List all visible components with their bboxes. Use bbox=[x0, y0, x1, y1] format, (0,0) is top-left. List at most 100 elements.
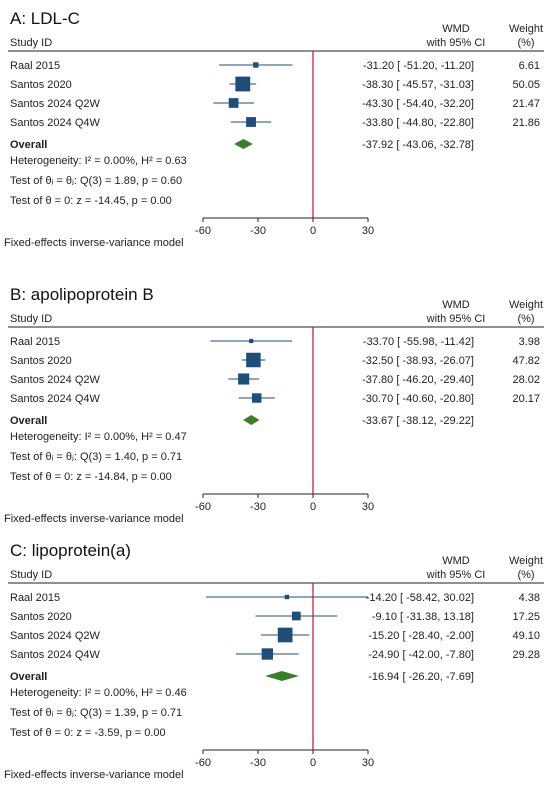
test-theta-text: Test of θ = 0: z = -14.84, p = 0.00 bbox=[10, 471, 172, 483]
overall-diamond bbox=[264, 671, 299, 681]
heterogeneity-text: Heterogeneity: I² = 0.00%, H² = 0.47 bbox=[10, 431, 187, 443]
study-ci-text: -9.10 [ -31.38, 13.18] bbox=[372, 611, 474, 623]
study-ci-text: -43.30 [ -54.40, -32.20] bbox=[362, 98, 474, 110]
study-label: Santos 2024 Q4W bbox=[10, 117, 101, 129]
panel-b-header-weight-unit: (%) bbox=[517, 313, 534, 325]
study-weight: 4.38 bbox=[519, 592, 540, 604]
study-label: Santos 2024 Q2W bbox=[10, 98, 101, 110]
study-ci-text: -15.20 [ -28.40, -2.00] bbox=[368, 630, 474, 642]
test-theta-i-text: Test of θᵢ = θⱼ: Q(3) = 1.89, p = 0.60 bbox=[10, 175, 182, 187]
test-theta-text: Test of θ = 0: z = -3.59, p = 0.00 bbox=[10, 727, 166, 739]
study-label: Santos 2024 Q4W bbox=[10, 393, 101, 405]
panel-c-header-ci: with 95% CI bbox=[426, 569, 486, 581]
study-point-marker bbox=[253, 62, 259, 68]
study-ci-text: -30.70 [ -40.60, -20.80] bbox=[362, 393, 474, 405]
study-ci-text: -31.20 [ -51.20, -11.20] bbox=[363, 60, 474, 72]
study-point-marker bbox=[284, 594, 290, 600]
overall-diamond bbox=[243, 415, 260, 425]
model-note: Fixed-effects inverse-variance model bbox=[4, 237, 184, 249]
study-point-marker bbox=[252, 393, 262, 403]
study-label: Raal 2015 bbox=[10, 592, 60, 604]
study-weight: 29.28 bbox=[512, 649, 540, 661]
x-tick-label: -60 bbox=[195, 501, 211, 513]
model-note: Fixed-effects inverse-variance model bbox=[4, 513, 184, 525]
study-point-marker bbox=[228, 98, 239, 108]
x-tick-label: -60 bbox=[195, 757, 211, 769]
panel-b-header-weight: Weight bbox=[509, 299, 543, 311]
study-point-marker bbox=[261, 648, 274, 660]
x-tick-label: 30 bbox=[362, 757, 374, 769]
study-point-marker bbox=[249, 338, 254, 344]
study-label: Santos 2020 bbox=[10, 355, 72, 367]
panel-a-header-weight: Weight bbox=[509, 23, 543, 35]
study-weight: 47.82 bbox=[512, 355, 540, 367]
study-label: Raal 2015 bbox=[10, 60, 60, 72]
x-tick-label: 0 bbox=[310, 757, 316, 769]
panel-c-header-wmd: WMD bbox=[442, 555, 470, 567]
study-weight: 20.17 bbox=[512, 393, 540, 405]
study-ci-text: -14.20 [ -58.42, 30.02] bbox=[366, 592, 474, 604]
x-tick-label: 30 bbox=[362, 501, 374, 513]
test-theta-text: Test of θ = 0: z = -14.45, p = 0.00 bbox=[10, 195, 172, 207]
study-ci-text: -37.80 [ -46.20, -29.40] bbox=[362, 374, 474, 386]
overall-ci-text: -33.67 [ -38.12, -29.22] bbox=[362, 415, 474, 427]
test-theta-i-text: Test of θᵢ = θⱼ: Q(3) = 1.39, p = 0.71 bbox=[10, 707, 182, 719]
heterogeneity-text: Heterogeneity: I² = 0.00%, H² = 0.63 bbox=[10, 155, 187, 167]
study-weight: 3.98 bbox=[519, 336, 540, 348]
study-ci-text: -33.70 [ -55.98, -11.42] bbox=[363, 336, 474, 348]
overall-label: Overall bbox=[10, 671, 47, 683]
study-weight: 28.02 bbox=[512, 374, 540, 386]
overall-label: Overall bbox=[10, 139, 47, 151]
panel-b-header-ci: with 95% CI bbox=[426, 313, 486, 325]
overall-label: Overall bbox=[10, 415, 47, 427]
study-label: Raal 2015 bbox=[10, 336, 60, 348]
overall-diamond bbox=[234, 139, 253, 149]
heterogeneity-text: Heterogeneity: I² = 0.00%, H² = 0.46 bbox=[10, 687, 187, 699]
study-weight: 21.86 bbox=[512, 117, 540, 129]
test-theta-i-text: Test of θᵢ = θⱼ: Q(3) = 1.40, p = 0.71 bbox=[10, 451, 182, 463]
study-ci-text: -24.90 [ -42.00, -7.80] bbox=[368, 649, 474, 661]
study-label: Santos 2024 Q2W bbox=[10, 630, 101, 642]
x-tick-label: 30 bbox=[362, 225, 374, 237]
overall-ci-text: -37.92 [ -43.06, -32.78] bbox=[362, 139, 474, 151]
study-weight: 50.05 bbox=[512, 79, 540, 91]
study-point-marker bbox=[238, 373, 250, 385]
study-label: Santos 2024 Q4W bbox=[10, 649, 101, 661]
study-weight: 17.25 bbox=[512, 611, 540, 623]
study-ci-text: -33.80 [ -44.80, -22.80] bbox=[362, 117, 474, 129]
x-tick-label: 0 bbox=[310, 501, 316, 513]
panel-a-title: A: LDL-C bbox=[10, 9, 80, 28]
panel-b-title: B: apolipoprotein B bbox=[10, 285, 154, 304]
study-point-marker bbox=[277, 627, 293, 643]
model-note: Fixed-effects inverse-variance model bbox=[4, 769, 184, 781]
panel-b-header-study: Study ID bbox=[10, 313, 52, 325]
study-label: Santos 2020 bbox=[10, 79, 72, 91]
panel-c-header-study: Study ID bbox=[10, 569, 52, 581]
study-ci-text: -32.50 [ -38.93, -26.07] bbox=[362, 355, 474, 367]
study-ci-text: -38.30 [ -45.57, -31.03] bbox=[362, 79, 474, 91]
x-tick-label: -30 bbox=[250, 501, 266, 513]
panel-c-title: C: lipoprotein(a) bbox=[10, 541, 131, 560]
study-weight: 49.10 bbox=[512, 630, 540, 642]
study-label: Santos 2024 Q2W bbox=[10, 374, 101, 386]
study-point-marker bbox=[235, 76, 251, 92]
panel-a-header-wmd: WMD bbox=[442, 23, 470, 35]
overall-ci-text: -16.94 [ -26.20, -7.69] bbox=[368, 671, 474, 683]
study-point-marker bbox=[291, 611, 301, 621]
study-point-marker bbox=[246, 352, 261, 368]
panel-c-header-weight: Weight bbox=[509, 555, 543, 567]
study-point-marker bbox=[246, 117, 256, 127]
x-tick-label: -30 bbox=[250, 225, 266, 237]
study-weight: 6.61 bbox=[519, 60, 540, 72]
panel-a-header-weight-unit: (%) bbox=[517, 37, 534, 49]
panel-a-header-study: Study ID bbox=[10, 37, 52, 49]
study-label: Santos 2020 bbox=[10, 611, 72, 623]
x-tick-label: 0 bbox=[310, 225, 316, 237]
study-weight: 21.47 bbox=[512, 98, 540, 110]
x-tick-label: -60 bbox=[195, 225, 211, 237]
panel-c-header-weight-unit: (%) bbox=[517, 569, 534, 581]
x-tick-label: -30 bbox=[250, 757, 266, 769]
panel-b-header-wmd: WMD bbox=[442, 299, 470, 311]
panel-a-header-ci: with 95% CI bbox=[426, 37, 486, 49]
